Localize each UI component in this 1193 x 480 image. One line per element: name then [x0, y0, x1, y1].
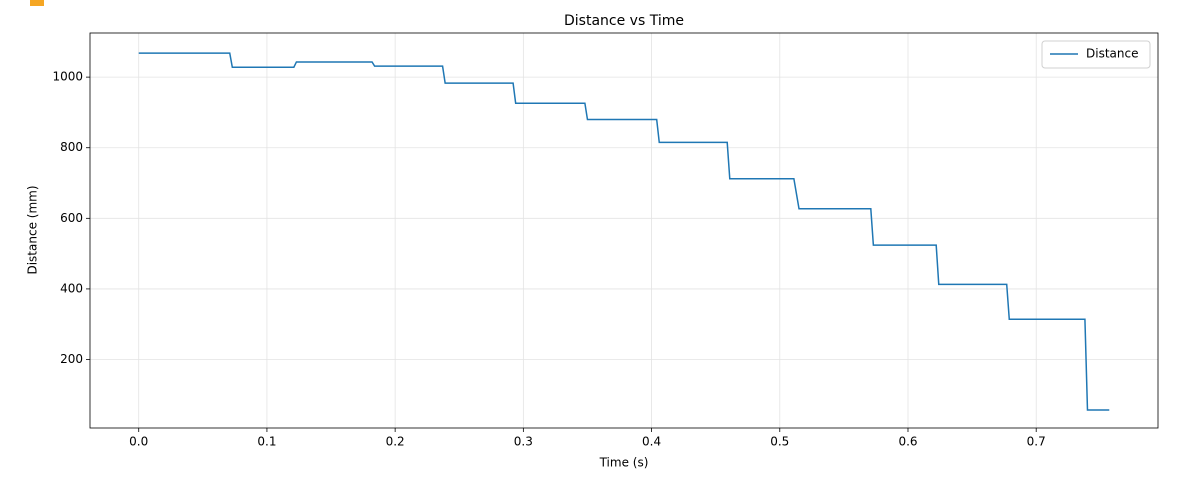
x-axis-label: Time (s) [599, 456, 649, 470]
y-tick-label: 200 [60, 352, 83, 366]
y-axis-label: Distance (mm) [26, 185, 40, 274]
chart-title: Distance vs Time [564, 13, 684, 29]
data-line [138, 52, 1110, 411]
y-tick-label: 1000 [52, 70, 83, 84]
x-tick-label: 0.6 [898, 435, 917, 449]
x-tick-label: 0.2 [386, 435, 405, 449]
x-tick-label: 0.5 [770, 435, 789, 449]
y-tick-label: 400 [60, 281, 83, 295]
x-tick-label: 0.1 [257, 435, 276, 449]
x-tick-label: 0.4 [642, 435, 661, 449]
x-tick-label: 0.3 [514, 435, 533, 449]
legend-box [1041, 40, 1151, 69]
y-tick-label: 800 [60, 140, 83, 154]
plot-frame [89, 32, 1159, 429]
legend-label: Distance [1086, 47, 1138, 61]
x-tick-label: 0.0 [129, 435, 148, 449]
y-tick-label: 600 [60, 211, 83, 225]
x-tick-label: 0.7 [1027, 435, 1046, 449]
cell-icon [30, 0, 44, 6]
